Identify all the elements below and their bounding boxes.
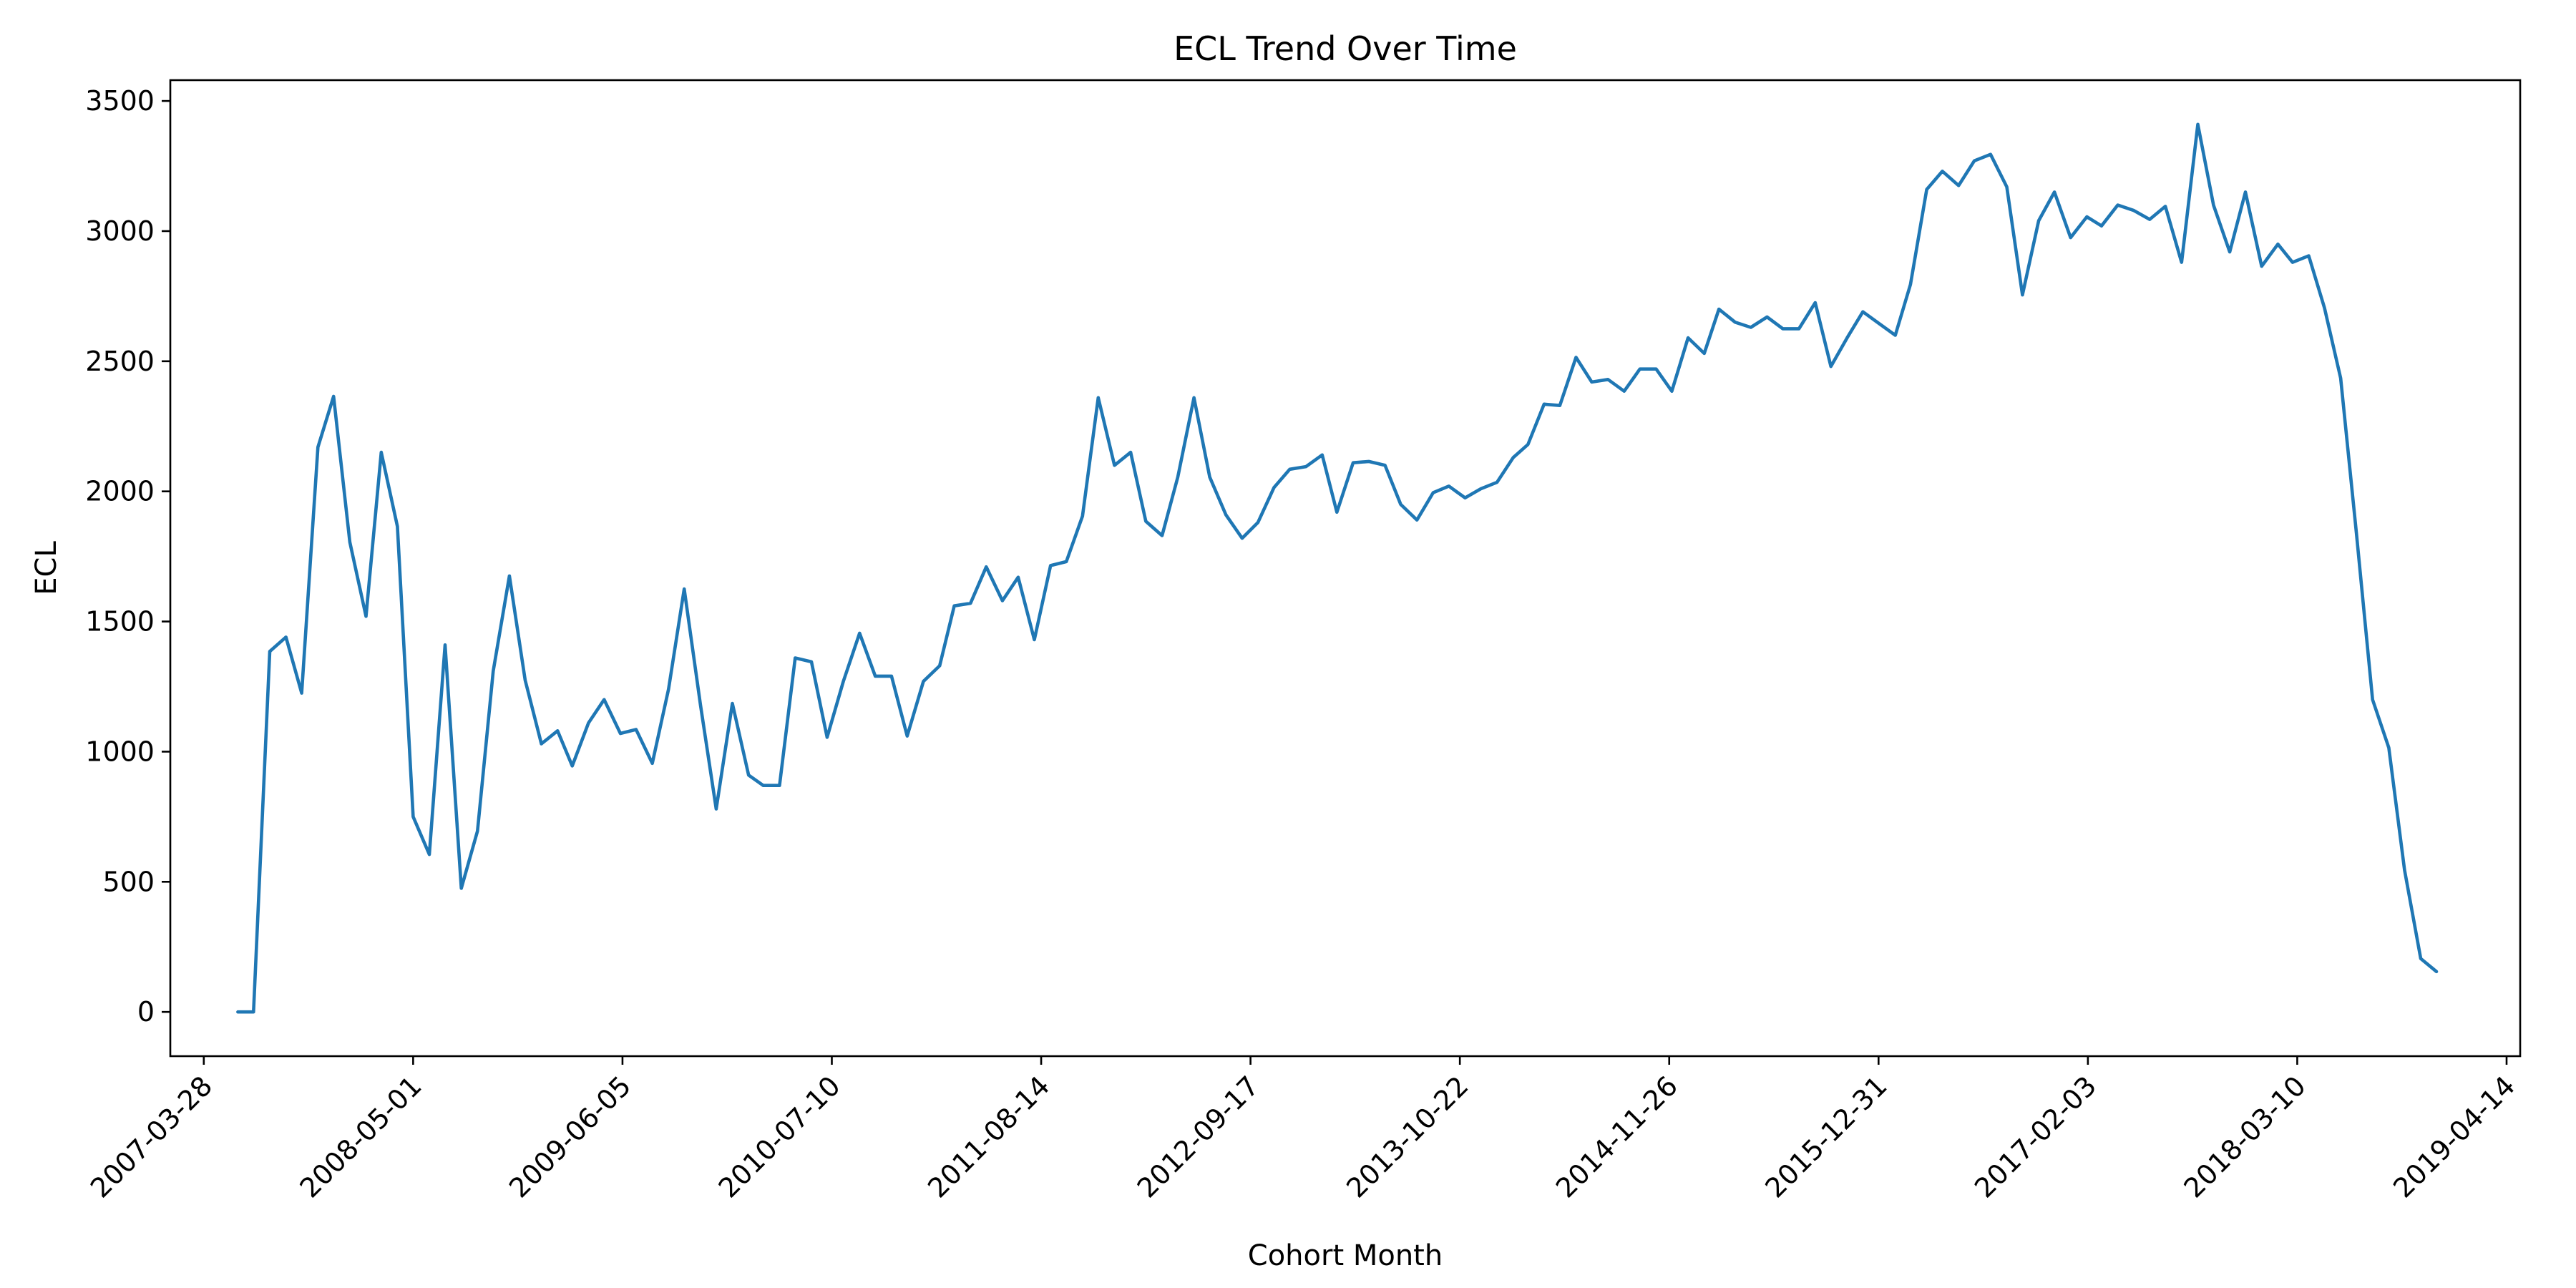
x-tick-label: 2011-08-14 bbox=[922, 1070, 1055, 1204]
y-tick-label: 1500 bbox=[85, 606, 155, 638]
x-tick-label: 2018-03-10 bbox=[2178, 1070, 2312, 1204]
x-tick-label: 2012-09-17 bbox=[1131, 1070, 1265, 1204]
y-tick-label: 2000 bbox=[85, 476, 155, 507]
x-tick-label: 2010-07-10 bbox=[713, 1070, 847, 1204]
x-axis-label: Cohort Month bbox=[1248, 1239, 1443, 1272]
y-tick-label: 2500 bbox=[85, 346, 155, 377]
y-tick-label: 1000 bbox=[85, 736, 155, 767]
x-tick-label: 2017-02-03 bbox=[1968, 1070, 2102, 1204]
x-tick-label: 2015-12-31 bbox=[1759, 1070, 1893, 1204]
x-tick-label: 2014-11-26 bbox=[1550, 1070, 1684, 1204]
y-tick-label: 3000 bbox=[85, 215, 155, 247]
series-line bbox=[236, 122, 2439, 1014]
x-axis: 2007-03-28 2008-05-01 2009-06-05 2010-07-10… bbox=[84, 1056, 2521, 1204]
y-axis-label: ECL bbox=[30, 541, 63, 595]
y-tick-label: 0 bbox=[137, 996, 155, 1028]
x-tick-label: 2008-05-01 bbox=[293, 1070, 427, 1204]
y-tick-label: 3500 bbox=[85, 85, 155, 117]
x-tick-label: 2007-03-28 bbox=[84, 1070, 218, 1204]
x-tick-label: 2009-06-05 bbox=[503, 1070, 637, 1204]
x-tick-label: 2019-04-14 bbox=[2387, 1070, 2521, 1204]
x-tick-label: 2013-10-22 bbox=[1340, 1070, 1474, 1204]
y-tick-label: 500 bbox=[102, 866, 155, 897]
chart-title: ECL Trend Over Time bbox=[1174, 29, 1517, 68]
y-axis: 0 500 1000 1500 2000 2500 3000 3500 bbox=[85, 85, 170, 1028]
plot-frame bbox=[169, 79, 2522, 1058]
